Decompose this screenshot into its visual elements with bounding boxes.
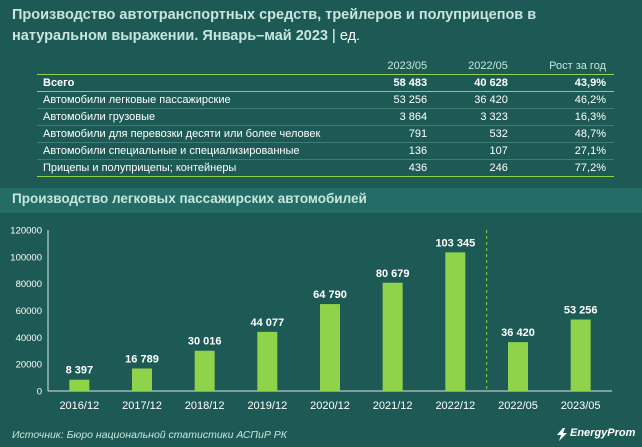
row-value-2022: 246 — [489, 162, 508, 174]
stats-table: 2023/05 2022/05 Рост за год Всего 58 483… — [37, 57, 614, 177]
source-note: Источник: Бюро национальной статистики А… — [12, 429, 287, 441]
row-label: Автомобили легковые пассажирские — [43, 94, 231, 106]
bar-value-label: 53 256 — [564, 305, 598, 317]
x-tick-label: 2016/12 — [59, 400, 99, 412]
y-tick-label: 100000 — [10, 252, 42, 263]
row-value-2023: 791 — [408, 128, 428, 140]
x-tick-label: 2020/12 — [310, 400, 350, 412]
bar-value-label: 80 679 — [376, 268, 410, 280]
page-title-text: Производство автотранспортных средств, т… — [12, 7, 537, 44]
bar — [320, 304, 340, 391]
logo-text: EnergyProm — [570, 427, 636, 439]
row-growth: 48,7% — [574, 128, 606, 140]
row-growth: 43,9% — [574, 77, 606, 89]
row-label: Автомобили грузовые — [43, 111, 156, 123]
row-value-2023: 58 483 — [393, 77, 428, 89]
bar-value-label: 8 397 — [66, 365, 94, 377]
table-row-total: Всего 58 483 40 628 43,9% — [37, 75, 614, 92]
y-tick-label: 0 — [37, 387, 42, 398]
y-tick-label: 20000 — [16, 360, 42, 371]
col-header-2022: 2022/05 — [468, 59, 508, 72]
row-label: Прицепы и полуприцепы; контейнеры — [43, 162, 237, 174]
x-tick-label: 2022/05 — [498, 400, 538, 412]
row-value-2022: 532 — [489, 128, 508, 140]
bar-value-label: 36 420 — [501, 327, 535, 339]
row-label: Автомобили специальные и специализирован… — [43, 145, 300, 157]
bar-value-label: 30 016 — [188, 336, 222, 348]
table-row: Автомобили легковые пассажирские 53 256 … — [37, 92, 614, 109]
page-title: Производство автотранспортных средств, т… — [12, 5, 622, 47]
row-label: Всего — [43, 77, 75, 89]
bar — [69, 379, 90, 391]
stats-table-wrap: 2023/05 2022/05 Рост за год Всего 58 483… — [37, 57, 614, 177]
x-tick-label: 2017/12 — [122, 400, 162, 412]
bar-value-label: 16 789 — [125, 353, 159, 365]
bar — [132, 368, 152, 391]
bar-value-label: 64 790 — [313, 289, 347, 301]
x-tick-label: 2019/12 — [247, 400, 287, 412]
row-value-2022: 36 420 — [474, 94, 508, 106]
row-label: Автомобили для перевозки десяти или боле… — [43, 128, 321, 140]
row-growth: 16,3% — [574, 111, 606, 123]
energyprom-logo: EnergyProm — [556, 426, 636, 444]
col-header-2023: 2023/05 — [387, 59, 428, 72]
col-header-growth: Рост за год — [549, 59, 606, 72]
bar — [257, 331, 278, 391]
y-tick-label: 60000 — [16, 306, 42, 317]
x-tick-label: 2018/12 — [185, 400, 225, 412]
y-tick-label: 120000 — [10, 226, 42, 237]
x-tick-label: 2022/12 — [435, 400, 475, 412]
row-growth: 77,2% — [574, 162, 606, 174]
bar-value-label: 44 077 — [251, 317, 285, 329]
table-row: Автомобили специальные и специализирован… — [37, 143, 614, 160]
bar-value-label: 103 345 — [435, 237, 475, 249]
table-header-row: 2023/05 2022/05 Рост за год — [37, 57, 614, 75]
row-growth: 46,2% — [574, 94, 606, 106]
table-row: Автомобили для перевозки десяти или боле… — [37, 126, 614, 143]
unit-label: | ед. — [332, 28, 361, 44]
y-tick-label: 80000 — [16, 279, 42, 290]
row-value-2023: 136 — [408, 145, 428, 157]
x-tick-label: 2023/05 — [561, 400, 601, 412]
chart-title-band — [0, 188, 642, 213]
row-value-2023: 3 864 — [399, 111, 428, 123]
row-value-2022: 3 323 — [480, 111, 508, 123]
row-value-2022: 40 628 — [474, 77, 508, 89]
row-growth: 27,1% — [574, 145, 606, 157]
y-tick-label: 40000 — [16, 333, 42, 344]
row-value-2022: 107 — [489, 145, 508, 157]
table-row: Прицепы и полуприцепы; контейнеры 436 24… — [37, 160, 614, 177]
table-row: Автомобили грузовые 3 864 3 323 16,3% — [37, 109, 614, 126]
bar — [570, 319, 591, 391]
bar-chart: 0 20000 40000 60000 80000 100000 120000 8 397 20… — [10, 226, 612, 412]
bar — [194, 350, 215, 391]
lightning-icon — [557, 428, 567, 441]
col-header-label — [37, 57, 337, 75]
bar — [508, 342, 528, 391]
bar — [382, 282, 403, 391]
row-value-2023: 436 — [408, 162, 428, 174]
row-value-2023: 53 256 — [393, 94, 428, 106]
bar — [445, 252, 466, 391]
chart-title: Производство легковых пассажирских автом… — [12, 191, 367, 206]
x-tick-label: 2021/12 — [373, 400, 413, 412]
